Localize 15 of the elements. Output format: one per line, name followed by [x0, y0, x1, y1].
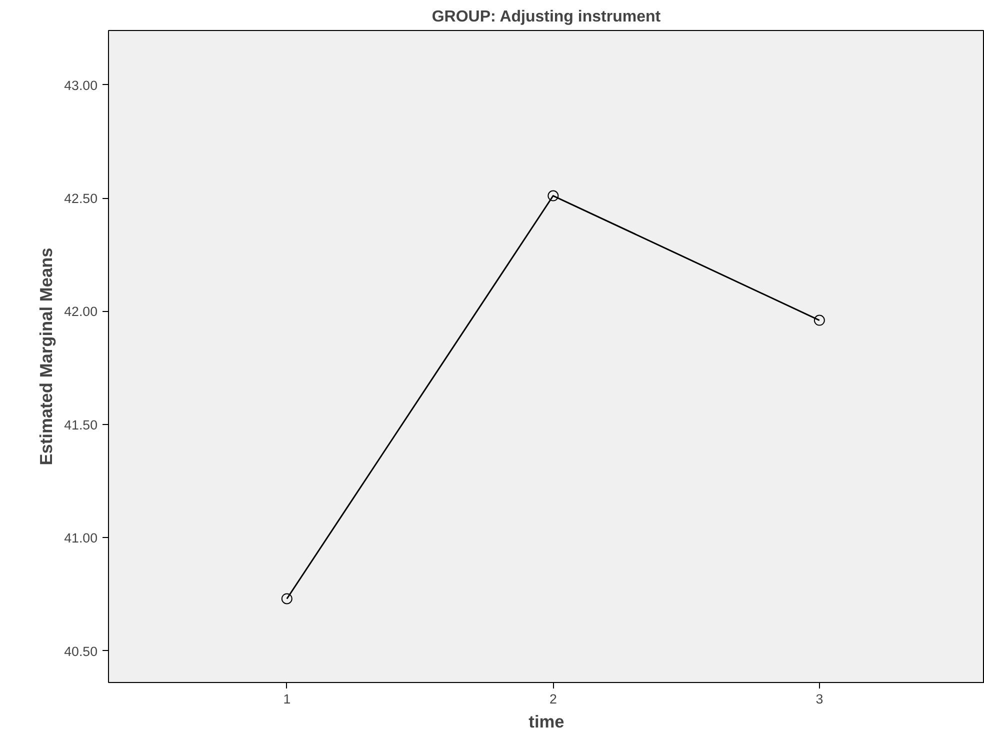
y-tick-label: 40.50 — [64, 644, 98, 659]
x-tick-label: 1 — [283, 692, 291, 706]
chart-title: GROUP: Adjusting instrument — [432, 8, 662, 26]
y-tick-label: 42.50 — [64, 191, 98, 206]
y-tick-label: 41.00 — [64, 530, 98, 546]
y-tick-label: 42.00 — [64, 304, 98, 320]
point — [548, 190, 559, 202]
point — [281, 593, 292, 604]
x-tick-label: 2 — [549, 692, 557, 706]
x-axis-title: time — [528, 712, 565, 732]
y-tick-label: 41.50 — [64, 417, 98, 432]
y-tick-label: 43.00 — [64, 78, 98, 93]
y-axis-title: Estimated Marginal Means — [36, 248, 56, 466]
point — [814, 314, 825, 326]
x-tick-label: 3 — [816, 692, 824, 706]
